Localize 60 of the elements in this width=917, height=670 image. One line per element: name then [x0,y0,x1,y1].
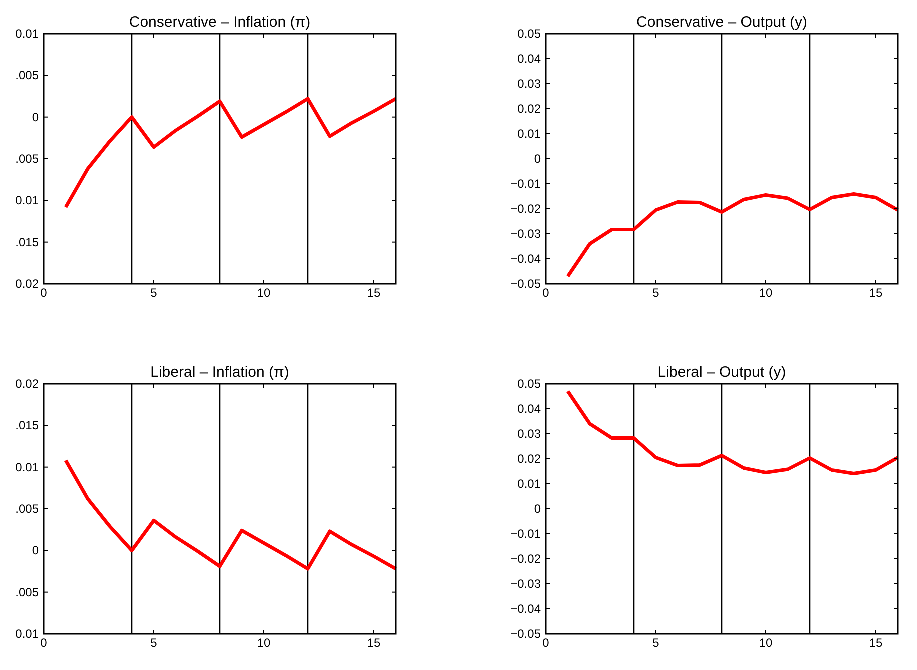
y-tick-label: 0.04 [518,402,542,416]
y-tick-label: −0.01 [510,527,542,541]
x-tick-label: 5 [150,636,158,650]
y-tick-label: 0.05 [518,27,542,41]
y-tick-label: 0.02 [518,102,542,116]
line-series [566,192,900,278]
x-tick-label: 10 [257,636,271,650]
y-tick-label: 0.01 [16,194,40,208]
y-tick-label: 0.01 [16,460,40,474]
x-tick-label: 5 [150,286,158,300]
y-tick-label: 0.02 [16,377,40,391]
chart-title: Liberal – Inflation (π) [150,364,290,381]
y-tick-label: 0.02 [518,452,542,466]
y-tick-label: 0 [32,544,40,558]
y-tick-label: −0.04 [510,602,542,616]
y-tick-label: −0.04 [510,252,542,266]
y-tick-label: 0.02 [16,277,40,291]
chart-title: Conservative – Inflation (π) [129,14,311,31]
y-tick-label: .005 [16,585,40,600]
y-tick-label: .005 [16,502,40,516]
x-tick-label: 5 [652,636,660,650]
line-series [64,458,398,571]
y-tick-label: 0.03 [518,77,542,91]
x-tick-label: 0 [542,636,550,650]
y-tick-label: 0 [534,152,542,166]
y-tick-label: 0 [534,502,542,516]
y-tick-label: −0.02 [510,202,542,216]
y-tick-label: 0 [32,110,40,124]
y-tick-label: 0.04 [518,52,542,66]
y-tick-label: −0.05 [510,277,542,291]
x-tick-label: 15 [367,636,381,650]
chart-title: Liberal – Output (y) [658,364,786,381]
y-tick-label: −0.01 [510,177,542,191]
y-tick-label: −0.05 [510,627,542,641]
y-tick-label: .015 [16,235,40,250]
x-tick-label: 0 [542,286,550,300]
y-tick-label: −0.03 [510,227,542,241]
y-tick-label: −0.02 [510,552,542,566]
x-tick-label: 0 [40,636,48,650]
y-tick-label: 0.01 [16,627,40,641]
x-tick-label: 10 [759,286,773,300]
y-tick-label: 0.01 [518,127,542,141]
line-series [566,390,900,476]
y-tick-label: 0.03 [518,427,542,441]
y-tick-label: 0.01 [16,27,40,41]
x-tick-label: 10 [759,636,773,650]
y-tick-label: −0.03 [510,577,542,591]
x-tick-label: 15 [869,286,883,300]
y-tick-label: 0.05 [518,377,542,391]
x-tick-label: 10 [257,286,271,300]
x-tick-label: 5 [652,286,660,300]
y-tick-label: .005 [16,68,40,83]
y-tick-label: 0.01 [518,477,542,491]
x-tick-label: 0 [40,286,48,300]
y-tick-label: .015 [16,418,40,433]
x-tick-label: 15 [869,636,883,650]
chart-title: Conservative – Output (y) [636,14,808,31]
y-tick-label: .005 [16,152,40,166]
line-series [64,97,398,210]
x-tick-label: 15 [367,286,381,300]
